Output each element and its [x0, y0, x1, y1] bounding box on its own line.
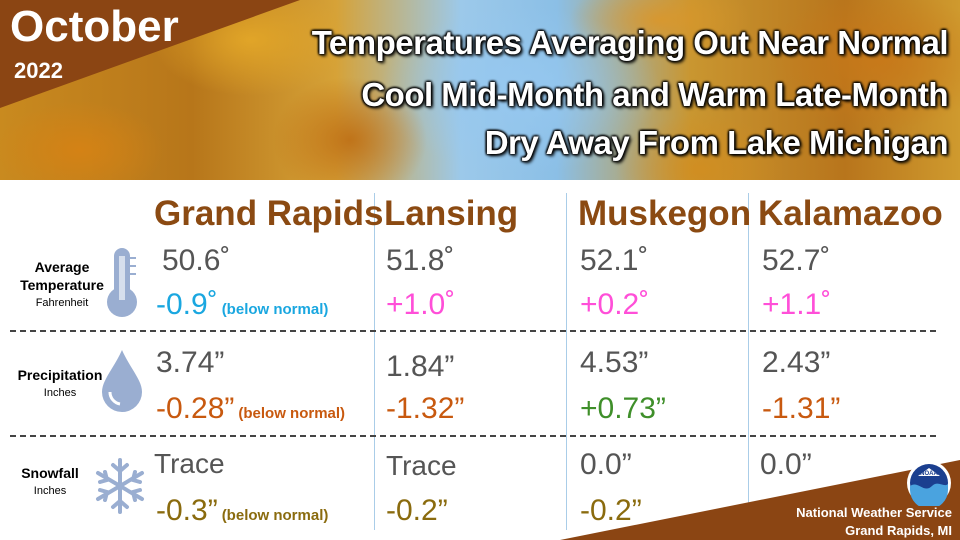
below-normal-note: (below normal) [238, 405, 346, 422]
precipitation-unit: Inches [43, 387, 77, 399]
snow-value-lansing: Trace [386, 450, 457, 481]
row-divider [10, 330, 936, 332]
city-header-muskegon: Muskegon [578, 194, 752, 233]
month-title: October [10, 2, 179, 51]
below-normal-note: (below normal) [221, 301, 329, 318]
agency-name: National Weather Service [796, 505, 952, 520]
snowflake-icon [96, 458, 144, 514]
column-divider [566, 193, 567, 530]
temp-anomaly-lansing: +1.0˚ [386, 288, 456, 321]
temp-value-grand-rapids: 50.6˚ [162, 244, 231, 277]
snowfall-unit: Inches [33, 485, 67, 497]
below-normal-note: (below normal) [221, 507, 329, 524]
year-label: 2022 [14, 58, 63, 83]
temp-value-lansing: 51.8˚ [386, 244, 455, 277]
temp-value-kalamazoo: 52.7˚ [762, 244, 831, 277]
noaa-logo-text: NOAA [920, 471, 938, 477]
temperature-label: Average Temperature [20, 259, 104, 293]
precip-value-kalamazoo: 2.43” [762, 346, 831, 379]
headline-1: Temperatures Averaging Out Near Normal [311, 24, 949, 61]
precip-anomaly-lansing: -1.32” [386, 392, 465, 425]
precip-value-grand-rapids: 3.74” [156, 346, 225, 379]
precip-value-lansing: 1.84” [386, 350, 455, 383]
snowfall-label: Snowfall [21, 465, 79, 481]
snow-value-kalamazoo: 0.0” [760, 448, 812, 481]
temp-anomaly-grand-rapids: -0.9˚ (below normal) [156, 288, 329, 321]
temp-value-muskegon: 52.1˚ [580, 244, 649, 277]
noaa-logo-icon: NOAA [907, 461, 951, 506]
snow-value-grand-rapids: Trace [154, 448, 225, 479]
temp-anomaly-muskegon: +0.2˚ [580, 288, 650, 321]
headline-2: Cool Mid-Month and Warm Late-Month [361, 76, 948, 113]
temp-anomaly-kalamazoo: +1.1˚ [762, 288, 832, 321]
city-header-kalamazoo: Kalamazoo [758, 194, 943, 233]
raindrop-icon [102, 350, 142, 412]
precip-anomaly-grand-rapids: -0.28” (below normal) [156, 392, 346, 425]
row-label-precipitation: Precipitation Inches [10, 366, 110, 402]
thermometer-icon [107, 248, 137, 317]
row-divider [10, 435, 936, 437]
city-header-grand-rapids: Grand Rapids [154, 194, 384, 233]
headline-3: Dry Away From Lake Michigan [484, 124, 949, 161]
precip-anomaly-muskegon: +0.73” [580, 392, 666, 425]
row-label-temperature: Average Temperature Fahrenheit [12, 258, 112, 312]
column-divider [748, 193, 749, 530]
precip-anomaly-kalamazoo: -1.31” [762, 392, 841, 425]
office-name: Grand Rapids, MI [845, 523, 952, 538]
snow-value-muskegon: 0.0” [580, 448, 632, 481]
snow-anomaly-grand-rapids: -0.3” (below normal) [156, 494, 329, 527]
temperature-unit: Fahrenheit [35, 297, 89, 309]
row-label-snowfall: Snowfall Inches [0, 464, 100, 500]
precip-value-muskegon: 4.53” [580, 346, 649, 379]
snow-anomaly-lansing: -0.2” [386, 494, 448, 527]
precipitation-label: Precipitation [17, 367, 103, 383]
snow-anomaly-muskegon: -0.2” [580, 494, 642, 527]
city-header-lansing: Lansing [384, 194, 519, 233]
column-divider [374, 193, 375, 530]
